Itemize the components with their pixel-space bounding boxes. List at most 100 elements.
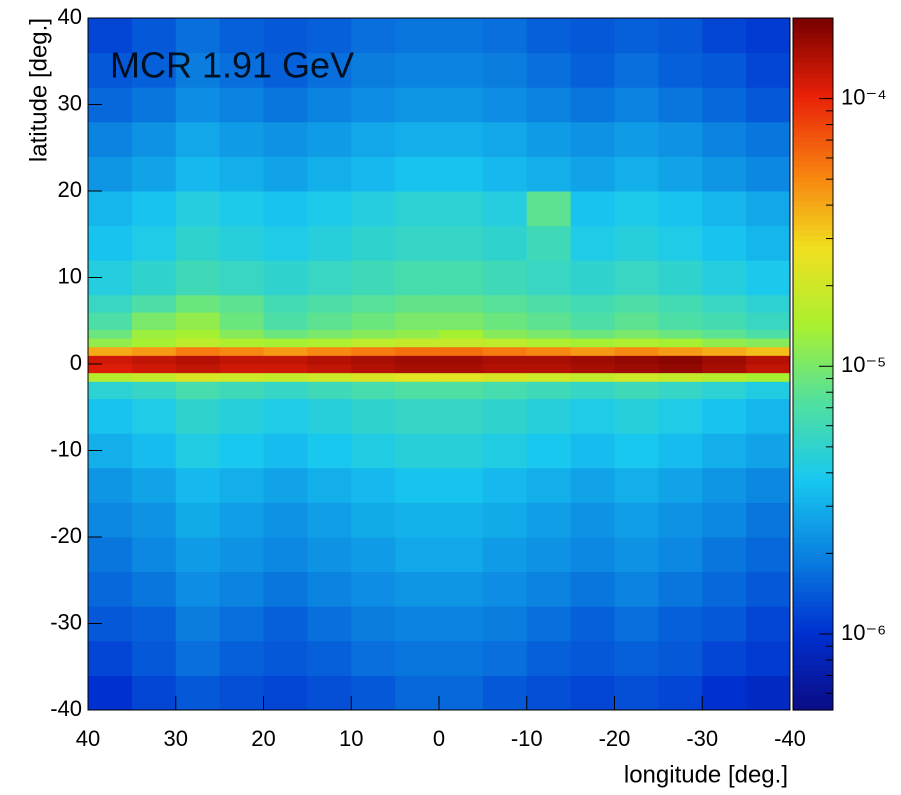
heatmap-cell (482, 312, 528, 330)
colorbar-segment (793, 215, 833, 222)
colorbar-segment (793, 635, 833, 642)
colorbar-segment (793, 161, 833, 167)
heatmap-cell (263, 329, 308, 339)
heatmap-cell (614, 346, 659, 356)
colorbar-segment (793, 685, 833, 691)
heatmap-cell (702, 502, 747, 538)
heatmap-cell (702, 156, 747, 192)
heatmap-cell (175, 502, 221, 538)
heatmap-cell (482, 364, 528, 374)
colorbar-segment (793, 299, 833, 306)
x-tick-label: -20 (599, 726, 631, 751)
colorbar-segment (793, 171, 833, 177)
colorbar-segment (793, 423, 833, 429)
heatmap-cell (658, 329, 703, 339)
colorbar-segment (793, 126, 833, 133)
heatmap-cell (482, 225, 528, 261)
heatmap-cell (307, 355, 352, 365)
heatmap-cell (219, 467, 264, 503)
heatmap-cell (219, 225, 264, 261)
heatmap-cell (658, 433, 703, 469)
heatmap-cell (439, 502, 484, 538)
heatmap-cell (658, 260, 703, 296)
heatmap-cell (526, 364, 572, 374)
heatmap-cell (175, 156, 221, 192)
colorbar-segment (793, 47, 833, 54)
heatmap-cell (658, 364, 703, 374)
heatmap-cell (439, 338, 484, 348)
y-tick-label: 0 (70, 350, 82, 375)
heatmap-cell (263, 225, 308, 261)
heatmap-cell (307, 87, 352, 123)
heatmap-cell (351, 225, 396, 261)
colorbar-segment (793, 462, 833, 469)
colorbar-segment (793, 487, 833, 494)
colorbar-segment (793, 284, 833, 291)
heatmap-cell (395, 675, 440, 711)
heatmap-cell (263, 87, 308, 123)
heatmap-cell (702, 121, 747, 157)
y-tick-label: 20 (58, 177, 82, 202)
heatmap-cell (175, 571, 221, 607)
heatmap-cell (219, 372, 264, 382)
heatmap-cell (746, 346, 791, 356)
heatmap-cell (263, 346, 308, 356)
heatmap-cell (307, 606, 352, 642)
heatmap-cell (658, 52, 703, 88)
colorbar-segment (793, 275, 833, 281)
heatmap-cell (263, 606, 308, 642)
heatmap-cell (175, 381, 221, 400)
heatmap-cell (395, 571, 440, 607)
heatmap-cell (131, 398, 177, 434)
heatmap-cell (175, 18, 221, 54)
colorbar-segment (793, 527, 833, 533)
heatmap-cell (658, 294, 703, 313)
colorbar-segment (793, 650, 833, 657)
heatmap-cell (395, 18, 440, 54)
heatmap-cell (658, 640, 703, 676)
heatmap-cell (395, 260, 440, 296)
colorbar-segment (793, 339, 833, 345)
colorbar-segment (793, 205, 833, 212)
heatmap-cell (131, 346, 177, 356)
heatmap-cell (570, 537, 615, 573)
heatmap-cell (175, 225, 221, 261)
heatmap-cell (746, 372, 791, 382)
heatmap-cell (702, 433, 747, 469)
heatmap-cell (614, 433, 659, 469)
heatmap-cell (307, 260, 352, 296)
colorbar-segment (793, 492, 833, 499)
colorbar-segment (793, 344, 833, 350)
heatmap-cell (131, 640, 177, 676)
heatmap-cell (746, 87, 791, 123)
heatmap-cell (263, 537, 308, 573)
colorbar-segment (793, 225, 833, 232)
heatmap-cell (307, 381, 352, 400)
heatmap-cell (263, 312, 308, 330)
colorbar-segment (793, 191, 833, 197)
colorbar-segment (793, 705, 833, 711)
heatmap-cell (614, 156, 659, 192)
heatmap-cell (702, 675, 747, 711)
x-tick-label: -30 (686, 726, 718, 751)
colorbar-segment (793, 121, 833, 128)
heatmap-cell (219, 260, 264, 296)
heatmap-cell (351, 467, 396, 503)
heatmap-cell (746, 18, 791, 54)
heatmap-cell (439, 225, 484, 261)
y-tick-label: 30 (58, 90, 82, 115)
heatmap-cell (219, 338, 264, 348)
heatmap-cell (746, 433, 791, 469)
colorbar-segment (793, 675, 833, 681)
heatmap-cell (658, 338, 703, 348)
heatmap-cell (395, 355, 440, 365)
x-tick-label: 10 (339, 726, 363, 751)
heatmap-cell (614, 329, 659, 339)
heatmap-cell (482, 640, 528, 676)
colorbar-segment (793, 87, 833, 93)
heatmap-cell (658, 355, 703, 365)
y-tick-label: -30 (50, 609, 82, 634)
heatmap-cell (614, 225, 659, 261)
heatmap-cell (439, 260, 484, 296)
